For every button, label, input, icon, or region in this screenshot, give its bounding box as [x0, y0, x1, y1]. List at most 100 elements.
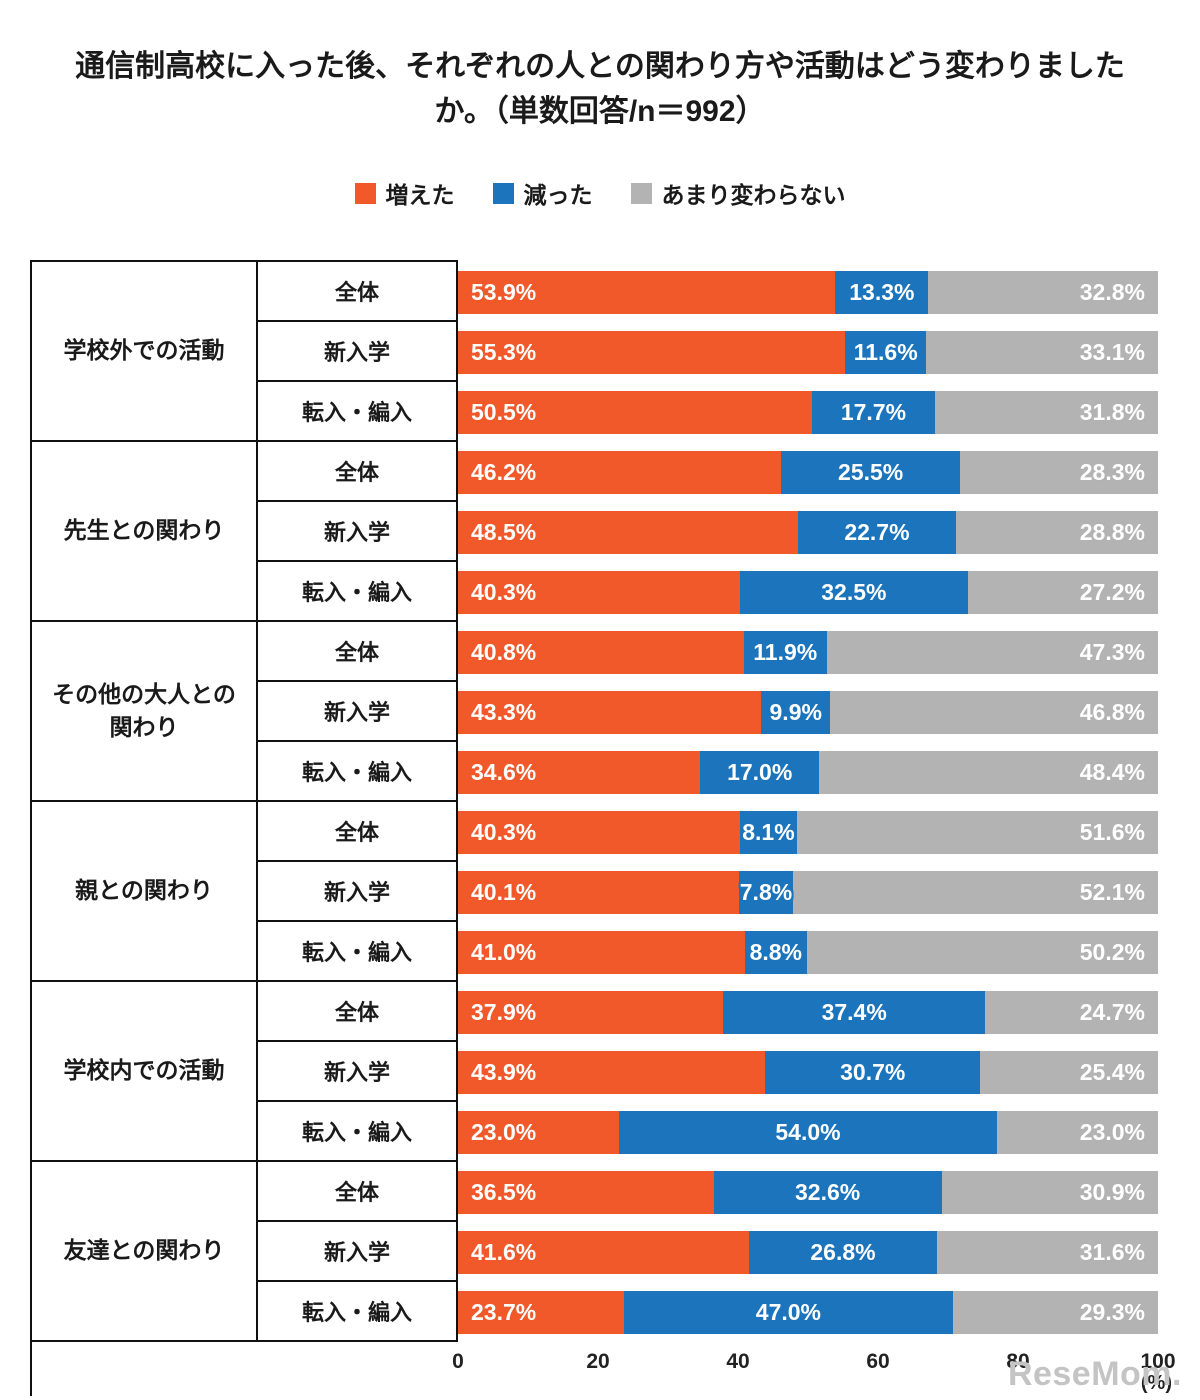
group-label: 学校外での活動 — [32, 262, 258, 442]
legend-item-decreased: 減った — [492, 176, 593, 210]
stacked-bar: 23.7% 47.0% 29.3% — [458, 1290, 1158, 1334]
x-axis-tick: 40 — [726, 1350, 750, 1373]
bar-row: 40.8% 11.9% 47.3% — [458, 622, 1158, 682]
bar-segment-decreased: 22.7% — [797, 510, 957, 554]
row-label: 新入学 — [258, 862, 458, 922]
segment-value-label: 48.4% — [1079, 758, 1145, 785]
row-label: 新入学 — [258, 322, 458, 382]
bar-segment-decreased: 30.7% — [765, 1050, 981, 1094]
bar-segment-decreased: 11.6% — [845, 330, 927, 374]
stacked-bar: 43.9% 30.7% 25.4% — [458, 1050, 1158, 1094]
segment-value-label: 24.7% — [1079, 998, 1145, 1025]
bar-segment-unchanged: 31.8% — [935, 390, 1158, 434]
segment-value-label: 52.1% — [1079, 878, 1145, 905]
segment-value-label: 55.3% — [471, 338, 537, 365]
bar-row: 41.0% 8.8% 50.2% — [458, 922, 1158, 982]
stacked-bar: 23.0% 54.0% 23.0% — [458, 1110, 1158, 1154]
bar-row: 50.5% 17.7% 31.8% — [458, 382, 1158, 442]
bar-segment-unchanged: 31.6% — [936, 1230, 1158, 1274]
segment-value-label: 11.9% — [753, 638, 818, 665]
bar-row: 40.3% 8.1% 51.6% — [458, 802, 1158, 862]
row-label: 全体 — [258, 262, 458, 322]
labels-table: 学校外での活動 全体 新入学 転入・編入 先生との関わり 全体 新入学 転入・編入 その他の大人… — [30, 260, 458, 1396]
bar-segment-increased: 43.9% — [458, 1050, 766, 1094]
legend-swatch-increased — [354, 182, 376, 204]
stacked-bar: 34.6% 17.0% 48.4% — [458, 750, 1158, 794]
segment-value-label: 40.8% — [471, 638, 537, 665]
x-axis-tick: 60 — [866, 1350, 890, 1373]
row-label: 全体 — [258, 1162, 458, 1222]
bar-row: 43.9% 30.7% 25.4% — [458, 1042, 1158, 1102]
segment-value-label: 43.3% — [471, 698, 537, 725]
x-axis: (%) 0 20 40 60 80 100 — [452, 1342, 1175, 1396]
group-label: その他の大人との関わり — [32, 622, 258, 802]
bar-segment-unchanged: 28.8% — [956, 510, 1158, 554]
segment-value-label: 50.5% — [471, 398, 537, 425]
group-label: 親との関わり — [32, 802, 258, 982]
bar-segment-unchanged: 52.1% — [793, 870, 1158, 914]
stacked-bar: 36.5% 32.6% 30.9% — [458, 1170, 1158, 1214]
legend-swatch-unchanged — [630, 182, 652, 204]
row-label: 新入学 — [258, 682, 458, 742]
segment-value-label: 11.6% — [853, 338, 918, 365]
segment-value-label: 32.6% — [794, 1178, 861, 1205]
segment-value-label: 25.4% — [1079, 1058, 1145, 1085]
legend-label-increased: 増えた — [385, 182, 455, 208]
segment-value-label: 7.8% — [739, 878, 793, 905]
bar-row: 46.2% 25.5% 28.3% — [458, 442, 1158, 502]
segment-value-label: 54.0% — [775, 1118, 841, 1145]
stacked-bar: 46.2% 25.5% 28.3% — [458, 450, 1158, 494]
segment-value-label: 51.6% — [1079, 818, 1145, 845]
segment-value-label: 8.1% — [742, 818, 795, 845]
bar-segment-increased: 55.3% — [458, 330, 846, 374]
segment-value-label: 23.7% — [471, 1298, 537, 1325]
bar-segment-increased: 43.3% — [458, 690, 762, 734]
stacked-bar: 41.6% 26.8% 31.6% — [458, 1230, 1158, 1274]
row-label: 転入・編入 — [258, 922, 458, 982]
segment-value-label: 40.1% — [471, 878, 537, 905]
bar-segment-decreased: 8.8% — [745, 930, 807, 974]
segment-value-label: 40.3% — [471, 818, 537, 845]
x-axis-tick: 100 — [1140, 1350, 1176, 1373]
bar-segment-unchanged: 47.3% — [826, 630, 1158, 674]
group-label: 学校内での活動 — [32, 982, 258, 1162]
segment-value-label: 22.7% — [844, 518, 910, 545]
bar-segment-increased: 40.3% — [458, 810, 741, 854]
bar-segment-increased: 40.3% — [458, 570, 741, 614]
segment-value-label: 50.2% — [1079, 938, 1145, 965]
bar-segment-increased: 50.5% — [458, 390, 812, 434]
stacked-bar: 41.0% 8.8% 50.2% — [458, 930, 1158, 974]
bar-row: 37.9% 37.4% 24.7% — [458, 982, 1158, 1042]
bar-segment-unchanged: 23.0% — [997, 1110, 1158, 1154]
bar-segment-increased: 46.2% — [458, 450, 782, 494]
stacked-bar: 43.3% 9.9% 46.8% — [458, 690, 1158, 734]
bar-row: 40.3% 32.5% 27.2% — [458, 562, 1158, 622]
bar-row: 43.3% 9.9% 46.8% — [458, 682, 1158, 742]
bar-segment-unchanged: 28.3% — [959, 450, 1158, 494]
segment-value-label: 30.9% — [1079, 1178, 1145, 1205]
legend: 増えた 減った あまり変わらない — [0, 176, 1200, 210]
row-label: 転入・編入 — [258, 1102, 458, 1162]
bar-segment-decreased: 37.4% — [723, 990, 986, 1034]
stacked-bar: 40.3% 8.1% 51.6% — [458, 810, 1158, 854]
bar-row: 34.6% 17.0% 48.4% — [458, 742, 1158, 802]
stacked-bar-chart: 学校外での活動 全体 新入学 転入・編入 先生との関わり 全体 新入学 転入・編入 その他の大人… — [30, 260, 1200, 1396]
segment-value-label: 25.5% — [838, 458, 904, 485]
bar-segment-decreased: 47.0% — [623, 1290, 953, 1334]
row-label: 転入・編入 — [258, 1282, 458, 1342]
segment-value-label: 29.3% — [1079, 1298, 1145, 1325]
segment-value-label: 9.9% — [769, 698, 822, 725]
segment-value-label: 23.0% — [1079, 1118, 1145, 1145]
segment-value-label: 30.7% — [840, 1058, 906, 1085]
bar-segment-increased: 41.0% — [458, 930, 745, 974]
segment-value-label: 46.8% — [1079, 698, 1145, 725]
segment-value-label: 28.3% — [1079, 458, 1145, 485]
bar-row: 40.1% 7.8% 52.1% — [458, 862, 1158, 922]
bar-segment-decreased: 54.0% — [619, 1110, 997, 1154]
bar-row: 36.5% 32.6% 30.9% — [458, 1162, 1158, 1222]
row-label: 全体 — [258, 802, 458, 862]
bar-segment-increased: 41.6% — [458, 1230, 750, 1274]
x-axis-tick: 20 — [586, 1350, 610, 1373]
bar-segment-increased: 53.9% — [458, 270, 836, 314]
bar-segment-increased: 23.7% — [458, 1290, 624, 1334]
